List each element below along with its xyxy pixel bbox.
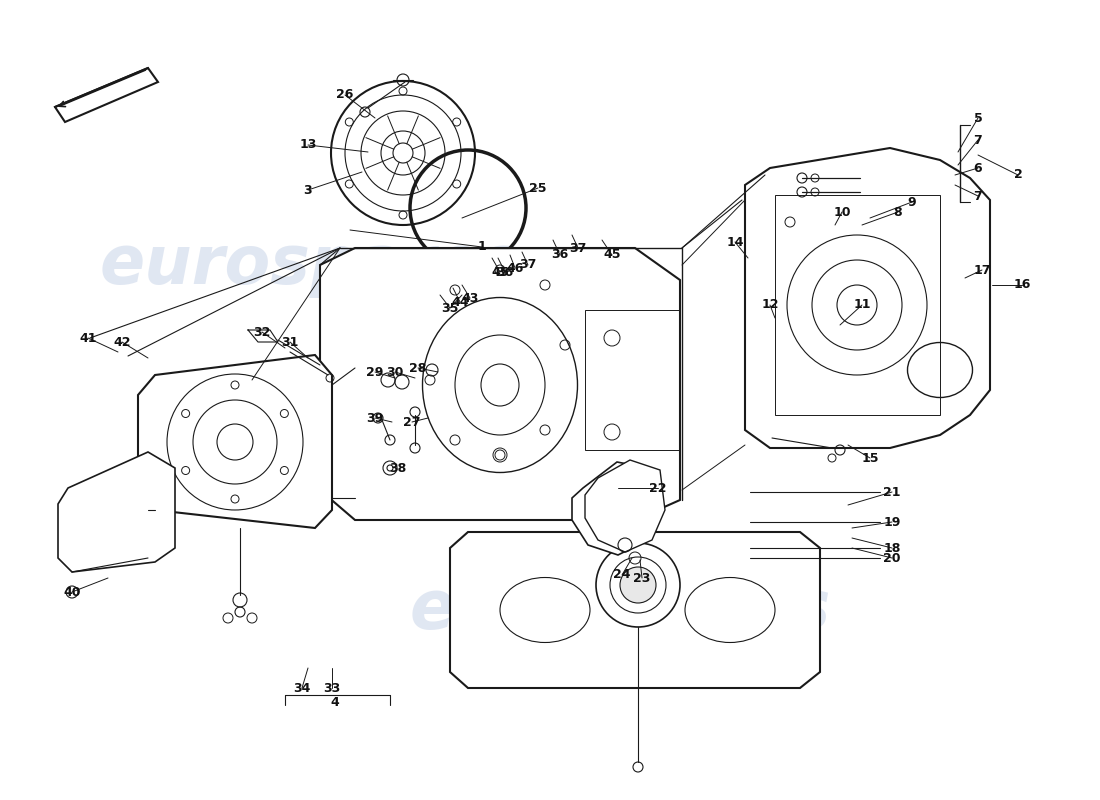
Text: 22: 22	[649, 482, 667, 494]
Text: 6: 6	[974, 162, 982, 174]
Text: 14: 14	[726, 235, 744, 249]
Text: 1: 1	[477, 241, 486, 254]
Text: 2: 2	[1013, 169, 1022, 182]
Text: eurospares: eurospares	[409, 577, 830, 643]
Text: 26: 26	[337, 89, 354, 102]
Text: 10: 10	[834, 206, 850, 218]
Text: eurospares: eurospares	[99, 232, 520, 298]
Polygon shape	[572, 462, 658, 555]
Text: 46: 46	[506, 262, 524, 274]
Text: 31: 31	[282, 335, 299, 349]
Text: 42: 42	[113, 335, 131, 349]
Text: 12: 12	[761, 298, 779, 311]
Text: 45: 45	[492, 266, 508, 278]
Polygon shape	[585, 460, 666, 552]
Polygon shape	[320, 248, 680, 520]
Text: 24: 24	[614, 569, 630, 582]
Text: 3: 3	[304, 183, 312, 197]
Text: 28: 28	[409, 362, 427, 374]
Text: 17: 17	[974, 263, 991, 277]
Text: 43: 43	[461, 291, 478, 305]
Text: 32: 32	[253, 326, 271, 338]
Text: 4: 4	[331, 697, 340, 710]
Polygon shape	[745, 148, 990, 448]
Circle shape	[620, 567, 656, 603]
Text: 5: 5	[974, 111, 982, 125]
Text: 38: 38	[389, 462, 407, 474]
Text: 13: 13	[299, 138, 317, 151]
Text: 8: 8	[893, 206, 902, 218]
Polygon shape	[138, 355, 332, 528]
Text: 19: 19	[883, 515, 901, 529]
Text: 35: 35	[441, 302, 459, 314]
Text: 40: 40	[64, 586, 80, 598]
Text: 21: 21	[883, 486, 901, 498]
Text: 7: 7	[974, 190, 982, 202]
Text: 30: 30	[386, 366, 404, 378]
Polygon shape	[55, 68, 158, 122]
Text: 45: 45	[603, 249, 620, 262]
Text: 33: 33	[323, 682, 341, 694]
Text: 18: 18	[883, 542, 901, 554]
Text: 7: 7	[974, 134, 982, 146]
Text: 23: 23	[634, 571, 651, 585]
Text: 9: 9	[908, 195, 916, 209]
Text: 16: 16	[1013, 278, 1031, 291]
Text: 37: 37	[519, 258, 537, 271]
Text: 36: 36	[551, 249, 569, 262]
Text: 20: 20	[883, 551, 901, 565]
Text: 25: 25	[529, 182, 547, 194]
Text: 29: 29	[366, 366, 384, 378]
Text: 15: 15	[861, 451, 879, 465]
Text: 37: 37	[570, 242, 586, 254]
Text: 44: 44	[451, 295, 469, 309]
Text: 34: 34	[294, 682, 310, 694]
Text: 36: 36	[496, 266, 514, 278]
Text: 41: 41	[79, 331, 97, 345]
Polygon shape	[450, 532, 820, 688]
Text: 11: 11	[854, 298, 871, 311]
Polygon shape	[58, 452, 175, 572]
Text: 39: 39	[366, 411, 384, 425]
Text: 27: 27	[404, 415, 420, 429]
